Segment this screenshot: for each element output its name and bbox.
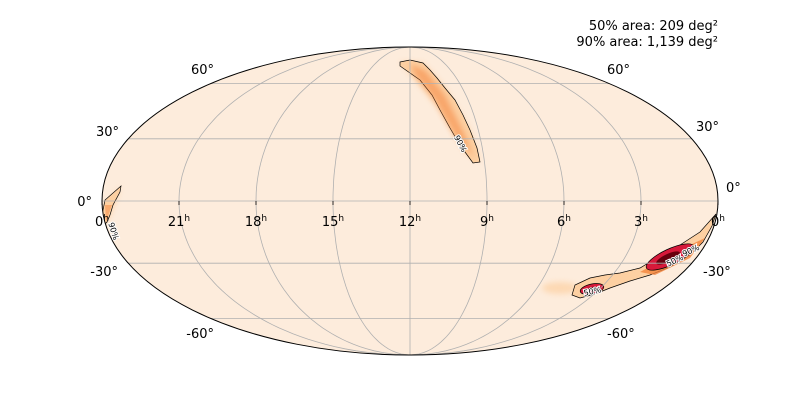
ra-tick-label: 9h [480,214,494,230]
dec-tick-label-right: -30° [703,265,731,280]
area-90-annotation: 90% area: 1,139 deg² [576,35,718,50]
ra-tick-label: 0h [95,214,109,230]
ra-tick-value: 0 [95,215,103,230]
ra-tick-value: 0 [711,215,719,230]
dec-tick-label-right: 60° [607,63,630,78]
dec-tick-label-left: -30° [90,265,118,280]
ra-tick-label: 6h [557,214,571,230]
dec-tick-label-right: 30° [696,120,719,135]
probability-halo-south-faint [542,282,578,294]
ra-tick-label: 3h [634,214,648,230]
area-50-annotation: 50% area: 209 deg² [588,19,718,34]
ra-tick-value: 21 [168,215,185,230]
ra-tick-label: 21h [168,214,190,230]
dec-tick-label-left: 60° [191,63,214,78]
ra-tick-value: 6 [557,215,565,230]
probability-peak-secondary [587,286,597,292]
ra-tick-unit: h [642,214,648,224]
ra-tick-unit: h [488,214,494,224]
ra-tick-value: 18 [245,215,262,230]
dec-tick-label-left: -60° [186,327,214,342]
dec-tick-label-left: 30° [96,125,119,140]
ra-tick-unit: h [103,214,109,224]
ra-tick-label: 15h [322,214,344,230]
ra-tick-label: 12h [399,214,421,230]
ra-tick-value: 9 [480,215,488,230]
dec-tick-label-left: 0° [77,195,92,210]
ra-tick-unit: h [415,214,421,224]
dec-tick-label-right: -60° [607,327,635,342]
ra-tick-value: 3 [634,215,642,230]
probability-peak-main [656,251,680,265]
ra-tick-value: 12 [399,215,416,230]
ra-tick-unit: h [184,214,190,224]
ra-tick-value: 15 [322,215,339,230]
dec-tick-label-right: 0° [726,181,741,196]
ra-tick-unit: h [261,214,267,224]
ra-tick-unit: h [565,214,571,224]
ra-tick-unit: h [338,214,344,224]
ra-tick-label: 0h [711,214,725,230]
ra-tick-unit: h [719,214,725,224]
probability-core-north [410,64,474,158]
ra-tick-label: 18h [245,214,267,230]
probability-core-west [105,205,112,222]
